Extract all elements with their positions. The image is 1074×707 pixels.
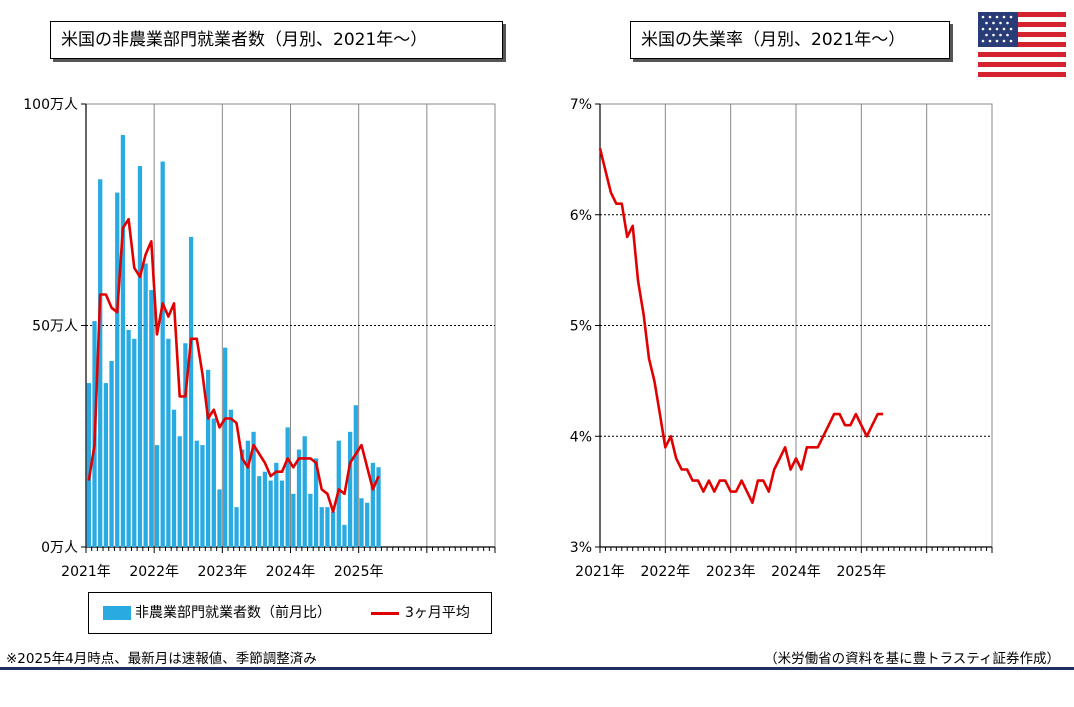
right-chart-x-tick-label: 2025年 xyxy=(837,564,887,580)
payroll-bar xyxy=(86,383,91,547)
payroll-bar xyxy=(171,409,177,547)
payroll-bar xyxy=(194,440,199,547)
left-chart-y-tick-label: 50万人 xyxy=(32,319,78,335)
payroll-bar xyxy=(200,445,205,547)
left-chart-x-tick-label: 2025年 xyxy=(334,564,384,580)
left-chart-x-tick-label: 2021年 xyxy=(61,564,111,580)
unemployment-rate-line xyxy=(598,147,884,505)
payroll-bar xyxy=(302,436,307,547)
payroll-bar xyxy=(154,445,160,547)
payroll-bar xyxy=(245,440,251,547)
payroll-bar xyxy=(217,489,222,547)
legend-item-line: 3ヶ月平均 xyxy=(371,593,470,633)
right-chart-title: 米国の失業率（月別、2021年～） xyxy=(630,21,950,59)
payroll-bar xyxy=(234,507,239,547)
payroll-bar xyxy=(268,480,273,547)
payroll-bar xyxy=(370,462,376,547)
left-chart-x-tick-label: 2023年 xyxy=(198,564,248,580)
left-chart-y-tick-label: 0万人 xyxy=(41,540,78,556)
payroll-bar xyxy=(308,493,313,547)
left-chart-x-tick-label: 2022年 xyxy=(129,564,179,580)
payroll-bar xyxy=(177,436,182,547)
legend-line-label: 3ヶ月平均 xyxy=(405,605,470,621)
payroll-bar xyxy=(296,449,302,547)
footnote-left: ※2025年4月時点、最新月は速報値、季節調整済み xyxy=(6,651,317,667)
payroll-bar xyxy=(103,383,109,547)
right-chart-y-tick-label: 4% xyxy=(570,429,592,445)
payroll-bar xyxy=(115,192,120,547)
payroll-bar xyxy=(132,338,137,547)
legend-line-swatch xyxy=(371,611,399,615)
payroll-bar xyxy=(251,431,256,547)
legend-bar-swatch xyxy=(103,606,131,620)
payroll-bar xyxy=(188,236,194,547)
payroll-bar xyxy=(183,343,188,547)
footnote-right: （米労働省の資料を基に豊トラスティ証券作成） xyxy=(764,651,1060,667)
left-chart-title: 米国の非農業部門就業者数（月別、2021年～） xyxy=(50,21,503,59)
payroll-bar xyxy=(223,347,228,547)
legend-item-bar: 非農業部門就業者数（前月比） xyxy=(103,593,331,633)
payroll-bar xyxy=(120,135,126,547)
payroll-bar xyxy=(149,290,154,547)
left-chart-y-tick-label: 100万人 xyxy=(23,97,78,113)
payroll-bar xyxy=(279,480,285,547)
payroll-bar xyxy=(376,467,381,547)
payroll-bar xyxy=(285,427,290,547)
payroll-bar xyxy=(240,449,245,547)
payroll-bar xyxy=(228,409,233,547)
flag-stars xyxy=(981,15,1013,43)
payroll-bar xyxy=(143,263,148,547)
payroll-bar xyxy=(348,431,353,547)
payroll-bar xyxy=(166,338,171,547)
payroll-bar xyxy=(365,502,370,547)
payroll-bar xyxy=(291,493,296,547)
payroll-bar xyxy=(137,166,143,547)
left-chart-x-tick-label: 2024年 xyxy=(266,564,316,580)
right-chart-x-tick-label: 2021年 xyxy=(575,564,625,580)
payroll-bar xyxy=(359,498,364,547)
right-chart-x-tick-label: 2023年 xyxy=(706,564,756,580)
three-month-average-line xyxy=(87,217,380,513)
payroll-bar xyxy=(98,179,103,547)
right-chart-x-tick-label: 2022年 xyxy=(641,564,691,580)
right-chart-y-tick-label: 6% xyxy=(570,208,592,224)
us-flag-icon xyxy=(978,12,1066,78)
payroll-bar xyxy=(325,507,330,547)
payroll-bar xyxy=(109,360,114,547)
payroll-bar xyxy=(353,405,358,547)
right-chart-x-tick-label: 2024年 xyxy=(771,564,821,580)
payroll-bar xyxy=(205,369,211,547)
payroll-bar xyxy=(313,458,319,547)
chart-legend: 非農業部門就業者数（前月比） 3ヶ月平均 xyxy=(88,592,492,634)
right-chart-y-tick-label: 7% xyxy=(570,97,592,113)
payroll-bar xyxy=(257,476,262,547)
right-chart-y-tick-label: 3% xyxy=(570,540,592,556)
bottom-divider xyxy=(0,667,1074,670)
payroll-bar xyxy=(211,418,216,547)
payroll-bar xyxy=(160,161,165,547)
payroll-bar xyxy=(342,524,347,547)
payroll-bar xyxy=(330,511,336,547)
payroll-bar xyxy=(274,462,279,547)
payroll-bar xyxy=(262,471,268,547)
payroll-bar xyxy=(126,329,131,547)
legend-bar-label: 非農業部門就業者数（前月比） xyxy=(135,605,331,621)
payroll-bar xyxy=(319,507,324,547)
right-chart-y-tick-label: 5% xyxy=(570,319,592,335)
